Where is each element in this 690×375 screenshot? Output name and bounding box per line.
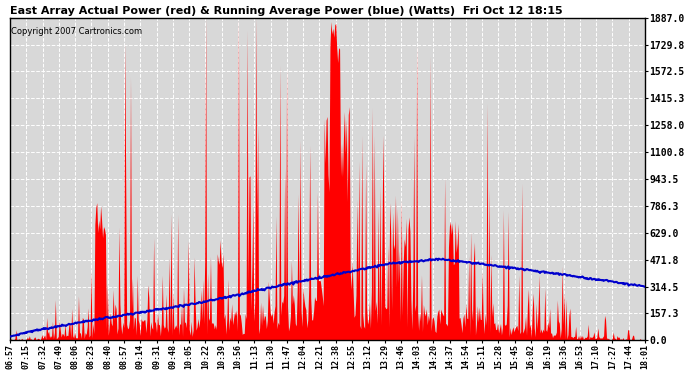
Text: Copyright 2007 Cartronics.com: Copyright 2007 Cartronics.com xyxy=(11,27,142,36)
Text: East Array Actual Power (red) & Running Average Power (blue) (Watts)  Fri Oct 12: East Array Actual Power (red) & Running … xyxy=(10,6,562,15)
